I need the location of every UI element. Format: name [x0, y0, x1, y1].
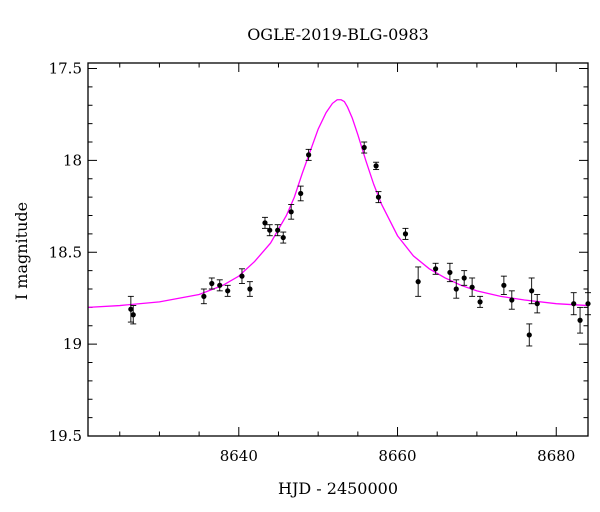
data-marker [402, 231, 409, 237]
data-point [526, 323, 533, 347]
data-point [469, 277, 476, 297]
data-marker [461, 275, 467, 281]
data-point [577, 306, 584, 334]
data-point [508, 290, 515, 310]
data-point [274, 224, 281, 237]
x-tick-labels: 8640 8660 8680 [220, 447, 576, 465]
data-point [288, 204, 295, 220]
data-marker [247, 286, 253, 292]
data-marker [267, 227, 273, 233]
data-marker [201, 293, 207, 299]
data-marker [501, 282, 507, 288]
data-marker [298, 190, 304, 197]
data-points [127, 141, 591, 347]
data-point [402, 227, 409, 240]
data-marker [225, 288, 231, 294]
data-point [446, 262, 453, 283]
data-marker [373, 163, 379, 169]
data-marker [447, 269, 453, 276]
chart-title: OGLE-2019-BLG-0983 [247, 25, 429, 44]
data-marker [433, 266, 439, 272]
data-point [477, 295, 484, 308]
data-marker [275, 227, 281, 233]
data-point [570, 292, 577, 316]
x-axis-title: HJD - 2450000 [278, 479, 398, 498]
data-point [432, 262, 439, 275]
x-tick-label: 8680 [537, 447, 575, 465]
data-marker [469, 284, 475, 290]
data-point [261, 216, 268, 229]
data-marker [128, 306, 134, 312]
data-point [208, 277, 215, 290]
data-point [500, 275, 507, 295]
data-marker [361, 144, 367, 151]
data-marker [453, 286, 459, 292]
data-point [373, 161, 380, 171]
data-point [453, 279, 460, 299]
y-tick-labels: 17.5 18 18.5 19 19.5 [49, 60, 82, 445]
data-marker [534, 301, 540, 307]
data-point [361, 141, 368, 154]
plot-frame [87, 62, 589, 437]
data-point [528, 277, 535, 305]
data-point [280, 231, 287, 244]
data-marker [477, 299, 483, 305]
data-marker [529, 288, 535, 294]
data-marker [306, 152, 312, 158]
minor-ticks [88, 63, 588, 436]
data-marker [577, 317, 583, 323]
data-marker [239, 273, 245, 279]
data-point [216, 279, 223, 292]
data-point [305, 148, 312, 161]
data-marker [280, 234, 286, 241]
data-point [375, 191, 382, 204]
data-point [130, 305, 137, 325]
data-marker [571, 301, 577, 307]
data-marker [509, 297, 515, 303]
data-point [224, 284, 231, 297]
model-curve [87, 99, 589, 309]
x-tick-label: 8640 [220, 447, 258, 465]
data-marker [130, 312, 136, 318]
data-marker [415, 279, 421, 285]
y-tick-label: 18 [63, 151, 82, 169]
data-marker [209, 280, 215, 287]
data-point [534, 294, 541, 314]
data-marker [375, 194, 382, 200]
y-tick-label: 19.5 [49, 427, 82, 445]
data-marker [217, 282, 223, 288]
data-point [200, 288, 207, 305]
y-tick-label: 17.5 [49, 60, 82, 78]
y-axis-title: I magnitude [12, 202, 31, 300]
x-tick-label: 8660 [378, 447, 416, 465]
data-marker [262, 220, 268, 226]
data-point [238, 268, 245, 284]
data-marker [526, 332, 532, 338]
data-point [266, 224, 273, 237]
y-tick-label: 19 [63, 335, 82, 353]
data-point [415, 266, 422, 297]
data-marker [288, 209, 294, 215]
y-tick-label: 18.5 [49, 243, 82, 261]
data-point [246, 281, 253, 297]
data-point [461, 270, 468, 286]
major-ticks [88, 63, 588, 437]
data-point [297, 185, 304, 202]
